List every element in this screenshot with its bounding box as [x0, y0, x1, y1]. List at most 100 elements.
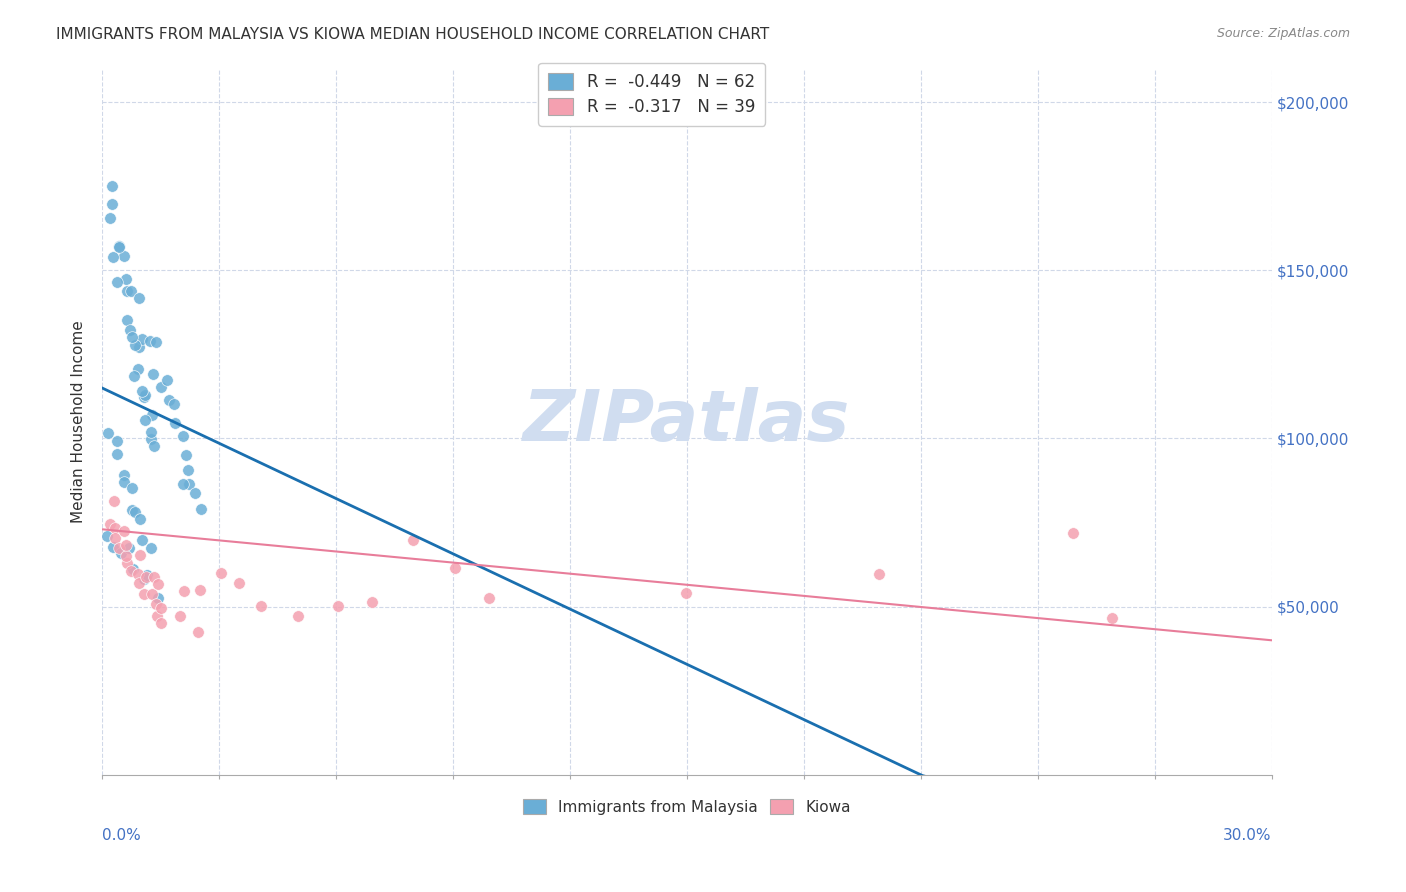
- Point: [177, 463, 200, 477]
- Point: [141, 408, 163, 422]
- Point: [101, 197, 124, 211]
- Point: [142, 569, 165, 583]
- Point: [112, 249, 135, 263]
- Point: [134, 388, 156, 402]
- Point: [110, 545, 132, 559]
- Point: [118, 322, 141, 336]
- Point: [135, 570, 157, 584]
- Point: [250, 599, 273, 614]
- Point: [142, 439, 165, 453]
- Point: [121, 481, 143, 495]
- Point: [1101, 611, 1123, 625]
- Text: IMMIGRANTS FROM MALAYSIA VS KIOWA MEDIAN HOUSEHOLD INCOME CORRELATION CHART: IMMIGRANTS FROM MALAYSIA VS KIOWA MEDIAN…: [56, 27, 769, 42]
- Point: [115, 312, 138, 326]
- Point: [163, 417, 186, 431]
- Point: [112, 467, 135, 482]
- Point: [108, 239, 131, 253]
- Point: [188, 582, 211, 597]
- Point: [139, 334, 162, 349]
- Point: [128, 340, 150, 354]
- Point: [118, 541, 141, 556]
- Point: [122, 562, 145, 576]
- Point: [107, 240, 129, 254]
- Point: [228, 575, 250, 590]
- Point: [145, 597, 167, 611]
- Point: [287, 609, 309, 624]
- Point: [141, 425, 163, 440]
- Point: [115, 556, 138, 570]
- Point: [173, 583, 195, 598]
- Point: [402, 533, 425, 548]
- Y-axis label: Median Household Income: Median Household Income: [72, 320, 86, 523]
- Point: [209, 566, 232, 581]
- Point: [114, 272, 136, 286]
- Point: [187, 624, 209, 639]
- Text: 30.0%: 30.0%: [1223, 828, 1271, 843]
- Point: [120, 284, 142, 298]
- Point: [115, 549, 138, 563]
- Point: [104, 521, 127, 535]
- Point: [108, 541, 131, 556]
- Point: [128, 548, 150, 562]
- Point: [172, 477, 194, 491]
- Point: [156, 373, 179, 387]
- Point: [115, 538, 138, 552]
- Point: [132, 572, 155, 586]
- Point: [101, 178, 124, 193]
- Point: [101, 541, 124, 555]
- Point: [128, 575, 150, 590]
- Text: ZIPatlas: ZIPatlas: [523, 387, 851, 456]
- Point: [117, 284, 139, 298]
- Point: [148, 576, 170, 591]
- Point: [146, 609, 169, 624]
- Point: [675, 586, 697, 600]
- Point: [129, 512, 152, 526]
- Point: [103, 494, 125, 508]
- Point: [121, 503, 143, 517]
- Point: [145, 334, 167, 349]
- Point: [121, 330, 143, 344]
- Point: [141, 541, 163, 556]
- Point: [96, 529, 118, 543]
- Point: [131, 384, 153, 398]
- Point: [1062, 526, 1084, 541]
- Point: [868, 567, 890, 582]
- Point: [134, 413, 156, 427]
- Point: [97, 425, 120, 440]
- Point: [124, 505, 146, 519]
- Text: Source: ZipAtlas.com: Source: ZipAtlas.com: [1216, 27, 1350, 40]
- Point: [124, 338, 146, 352]
- Point: [98, 211, 121, 225]
- Point: [141, 432, 163, 446]
- Point: [149, 601, 172, 615]
- Point: [103, 251, 125, 265]
- Point: [163, 397, 186, 411]
- Point: [131, 533, 153, 547]
- Point: [98, 516, 121, 531]
- Point: [120, 564, 142, 578]
- Point: [105, 446, 128, 460]
- Point: [131, 332, 153, 346]
- Point: [326, 599, 349, 614]
- Point: [146, 591, 169, 605]
- Point: [169, 609, 191, 624]
- Point: [361, 595, 384, 609]
- Point: [149, 380, 172, 394]
- Point: [134, 587, 156, 601]
- Point: [142, 368, 165, 382]
- Point: [184, 486, 207, 500]
- Point: [141, 587, 163, 601]
- Point: [172, 429, 194, 443]
- Point: [478, 591, 501, 605]
- Point: [136, 567, 159, 582]
- Point: [127, 567, 149, 582]
- Text: 0.0%: 0.0%: [103, 828, 141, 843]
- Point: [104, 531, 127, 545]
- Point: [190, 501, 212, 516]
- Point: [122, 369, 145, 384]
- Point: [112, 524, 135, 538]
- Point: [105, 275, 128, 289]
- Legend: Immigrants from Malaysia, Kiowa: Immigrants from Malaysia, Kiowa: [513, 789, 860, 823]
- Point: [112, 475, 135, 489]
- Point: [149, 616, 172, 631]
